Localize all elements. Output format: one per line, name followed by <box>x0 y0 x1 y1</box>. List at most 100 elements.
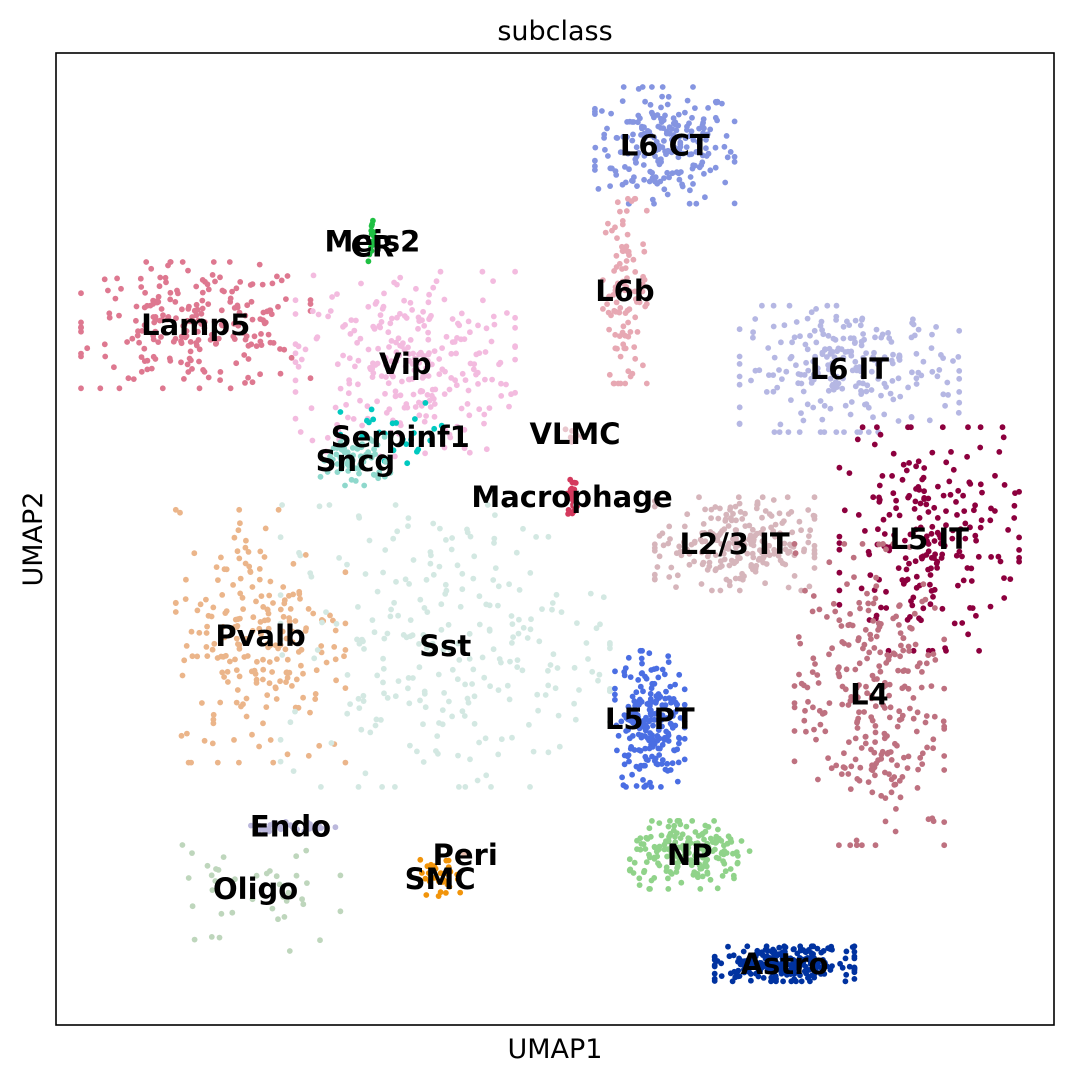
point-sst <box>471 720 478 727</box>
point-np <box>651 875 658 881</box>
point-pvalb <box>295 704 302 711</box>
point-l6-ct <box>692 105 698 111</box>
point-l4 <box>841 541 848 547</box>
point-astro <box>827 967 834 973</box>
point-endo <box>248 822 254 829</box>
point-sst <box>388 606 394 613</box>
point-vlmc <box>579 433 586 440</box>
point-l6-it <box>825 387 832 394</box>
point-l6-ct <box>641 124 647 131</box>
point-astro <box>788 978 795 985</box>
point-lamp5 <box>112 295 119 302</box>
point-l6-it <box>940 391 947 398</box>
point-l2-3-it <box>766 552 773 559</box>
point-l6-it <box>766 372 772 378</box>
point-l4 <box>845 642 852 648</box>
point-l5-it <box>977 424 984 431</box>
point-astro <box>809 943 816 950</box>
point-l4 <box>836 617 843 624</box>
point-l4 <box>886 771 892 777</box>
point-sst <box>423 576 430 583</box>
point-smc <box>417 856 424 863</box>
point-l5-pt <box>639 660 645 667</box>
point-oligo <box>267 868 273 874</box>
point-l5-it <box>972 502 978 509</box>
point-pvalb <box>182 596 189 602</box>
point-l6-ct <box>649 169 655 176</box>
point-l4 <box>940 718 947 725</box>
point-l6-ct <box>658 104 664 111</box>
point-pvalb <box>286 615 292 621</box>
cluster-lamp5 <box>78 259 314 392</box>
point-astro <box>785 968 792 975</box>
point-l5-it <box>920 553 927 560</box>
point-vip <box>448 375 455 381</box>
point-pvalb <box>172 609 179 615</box>
point-l4 <box>930 745 936 752</box>
point-np <box>699 846 706 852</box>
point-l6-ct <box>609 165 615 172</box>
point-np <box>668 844 675 850</box>
point-vip <box>298 356 305 363</box>
point-l5-pt <box>612 696 618 703</box>
point-l6-it <box>750 329 756 336</box>
point-l4 <box>843 666 850 673</box>
point-pvalb <box>240 701 246 708</box>
point-vip <box>375 345 381 352</box>
point-lamp5 <box>217 369 224 375</box>
point-lamp5 <box>167 296 174 303</box>
point-lamp5 <box>227 385 234 392</box>
label-pvalb: Pvalb <box>215 619 305 653</box>
point-l5-it <box>930 593 936 600</box>
point-l6-it <box>956 399 963 406</box>
point-l6b <box>625 248 632 255</box>
point-l6-ct <box>673 127 680 134</box>
point-sncg <box>337 439 344 446</box>
point-l2-3-it <box>811 565 818 571</box>
point-sst <box>506 696 513 703</box>
point-sst <box>516 616 522 623</box>
point-l5-pt <box>654 761 661 768</box>
point-astro <box>851 976 858 982</box>
point-vip <box>377 312 384 318</box>
point-oligo <box>286 948 293 954</box>
point-l5-it <box>948 449 954 455</box>
point-pvalb <box>266 659 273 665</box>
point-l2-3-it <box>754 501 761 508</box>
point-l6-it <box>879 331 886 338</box>
point-l5-pt <box>661 671 668 678</box>
point-sst <box>423 645 430 651</box>
point-l6b <box>619 221 626 228</box>
point-l2-3-it <box>762 580 768 587</box>
point-vip <box>390 373 396 380</box>
point-l4 <box>845 622 852 629</box>
point-sst <box>407 617 414 623</box>
point-l2-3-it <box>742 510 748 517</box>
point-l4 <box>864 655 870 662</box>
cluster-l6-ct <box>592 84 738 207</box>
point-l5-it <box>893 497 899 504</box>
point-l6-ct <box>652 174 659 181</box>
point-l6-ct <box>665 93 672 100</box>
point-sst <box>405 675 412 681</box>
point-sst <box>467 533 474 540</box>
point-sst <box>410 675 416 681</box>
point-l5-it <box>846 470 853 476</box>
point-np <box>704 844 710 851</box>
point-l2-3-it <box>667 536 673 542</box>
point-l4 <box>896 622 902 628</box>
point-l5-it <box>899 476 906 483</box>
point-l6-ct <box>712 98 719 105</box>
point-np <box>674 863 681 870</box>
point-l6-it <box>863 350 869 356</box>
point-endo <box>266 828 273 835</box>
cluster-labels: L6 CTL6bMeis2CRLamp5VipSerpinf1SncgVLMCM… <box>141 128 969 980</box>
point-vip <box>490 278 496 284</box>
point-l2-3-it <box>673 584 679 590</box>
point-lamp5 <box>260 309 267 316</box>
point-lamp5 <box>114 275 120 282</box>
point-l4 <box>905 685 912 692</box>
point-pvalb <box>184 730 190 737</box>
point-l6-ct <box>666 174 672 181</box>
point-np <box>699 873 706 880</box>
